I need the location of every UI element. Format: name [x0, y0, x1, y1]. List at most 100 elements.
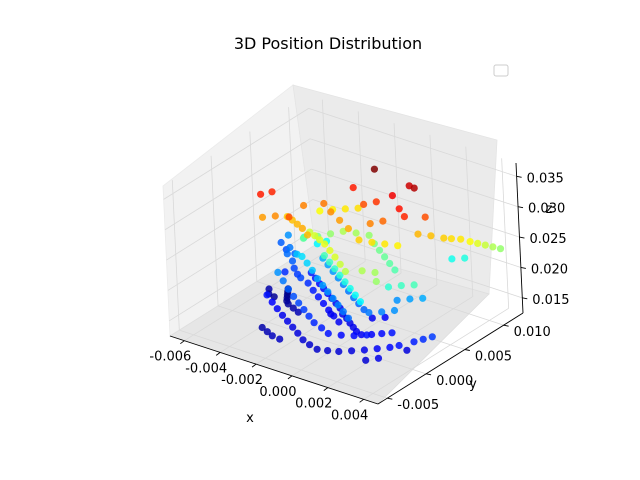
x-tick-label-2: -0.002 [221, 373, 263, 388]
z-axis-line [515, 162, 524, 314]
scatter-point-129 [366, 220, 374, 228]
scatter-point-9 [324, 329, 332, 338]
y-tick-mark-2 [464, 349, 470, 351]
tick-marks [180, 175, 528, 403]
scatter-point-180 [419, 335, 427, 343]
y-side-gridline-0 [171, 180, 180, 331]
scatter-point-6 [305, 312, 313, 320]
scatter-point-140 [421, 213, 429, 221]
scatter-point-8 [318, 324, 326, 332]
x-tick-mark-1 [215, 352, 221, 356]
x-tick-mark-5 [359, 398, 364, 403]
y-floor-gridline-0 [179, 329, 388, 399]
scatter-point-139 [388, 192, 396, 200]
scatter-point-127 [336, 216, 344, 224]
scatter-point-97 [410, 281, 418, 289]
scatter-point-188 [284, 300, 292, 308]
scatter-point-4 [295, 299, 303, 307]
scatter-point-16 [319, 299, 328, 308]
scatter-point-11 [350, 332, 358, 340]
scatter-point-95 [384, 283, 393, 291]
scatter-point-0 [274, 268, 282, 276]
scatter-point-134 [257, 190, 265, 198]
z-side-gridline-2 [166, 168, 312, 261]
scatter-point-164 [313, 345, 321, 353]
scatter-point-41 [388, 329, 396, 337]
scatter-point-49 [308, 266, 316, 274]
scatter-point-57 [365, 309, 373, 317]
scatter-point-156 [281, 268, 289, 276]
scatter-point-159 [286, 243, 294, 252]
z-tick-label-0: 0.015 [532, 293, 569, 308]
scatter-point-58 [378, 308, 386, 316]
y-floor-gridline-1 [217, 305, 427, 375]
scatter-point-153 [496, 245, 505, 253]
scatter-point-167 [348, 347, 356, 355]
scatter-point-189 [289, 304, 297, 312]
scatter-point-24 [283, 250, 291, 258]
scatter-point-15 [314, 293, 322, 301]
scatter-point-133 [285, 213, 293, 221]
scatter-point-190 [294, 308, 302, 316]
y-axis-label: y [469, 377, 477, 392]
scatter-point-14 [309, 286, 317, 294]
x-tick-label-1: -0.004 [185, 361, 227, 376]
scatter-point-19 [335, 318, 343, 326]
scatter-point-85 [386, 259, 394, 268]
scatter-point-175 [278, 311, 287, 319]
scatter-point-170 [386, 343, 394, 351]
scatter-point-84 [381, 253, 389, 261]
scatter-point-162 [299, 336, 307, 344]
scatter-point-18 [330, 312, 338, 320]
z-tick-label-2: 0.025 [529, 232, 566, 247]
scatter-point-147 [447, 235, 455, 243]
x-tick-label-4: 0.002 [295, 397, 332, 412]
scatter-point-119 [368, 238, 376, 246]
y-side-gridline-2 [249, 131, 258, 282]
scatter-point-108 [372, 277, 380, 286]
scatter-point-1 [279, 277, 287, 285]
scatter-point-165 [324, 347, 332, 355]
y-side-gridline-1 [210, 155, 219, 306]
scatter-point-21 [290, 264, 298, 272]
scatter-point-47 [298, 252, 306, 261]
x-tick-label-3: 0.000 [259, 385, 296, 400]
y-tick-label-2: 0.005 [475, 349, 512, 364]
scatter-point-171 [395, 341, 403, 350]
scatter-point-120 [381, 240, 389, 248]
y-tick-label-3: 0.010 [514, 325, 551, 340]
scatter-point-86 [391, 266, 399, 274]
scatter-point-116 [298, 224, 306, 232]
scatter-point-161 [294, 329, 302, 337]
scatter-point-100 [316, 236, 324, 244]
scatter-point-3 [290, 292, 298, 300]
z-back-gridline-4 [308, 107, 517, 177]
scatter-point-5 [300, 306, 308, 314]
z-tick-mark-3 [517, 206, 524, 209]
scatter-point-118 [355, 236, 363, 244]
scatter-point-128 [344, 225, 352, 233]
x-back-gridline-3 [429, 134, 438, 285]
scatter-point-174 [284, 317, 292, 325]
scatter-point-103 [331, 253, 339, 261]
scatter-point-2 [284, 285, 292, 293]
scatter-point-176 [273, 305, 281, 313]
scatter-point-53 [329, 294, 337, 302]
scatter-point-55 [339, 308, 347, 316]
scatter-point-38 [357, 331, 365, 339]
scatter-point-59 [390, 306, 399, 315]
scatter-point-111 [341, 205, 349, 213]
scatter-point-112 [354, 204, 362, 212]
z-tick-mark-1 [520, 267, 526, 269]
x-back-gridline-1 [357, 111, 366, 262]
scatter-point-150 [474, 239, 482, 247]
x-axis-line [169, 335, 379, 405]
scatter-point-109 [316, 207, 324, 215]
scatter-point-136 [349, 184, 357, 192]
scatter-point-157 [277, 238, 285, 247]
scatter-point-96 [397, 282, 405, 290]
scatter-point-132 [372, 198, 380, 206]
scatter-point-71 [419, 294, 427, 302]
y-tick-mark-0 [387, 397, 393, 400]
